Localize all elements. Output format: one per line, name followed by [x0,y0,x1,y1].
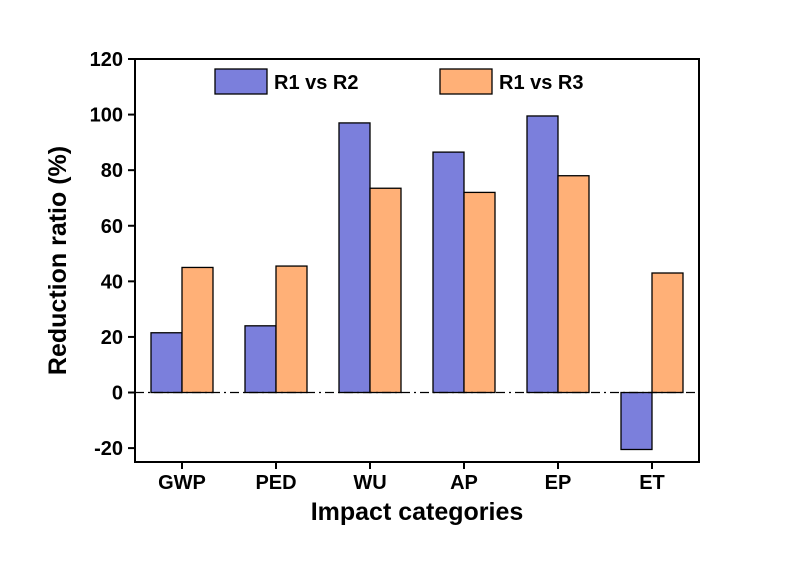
bar-ped-series-2 [275,265,308,394]
y-axis-title: Reduction ratio (%) [44,146,72,375]
y-tick-label: 40 [101,271,123,293]
y-tick-label: 80 [101,160,123,182]
legend-label: R1 vs R2 [274,72,359,94]
bar-ped-series-1 [244,325,277,394]
plot-frame [134,58,700,463]
bar-ep-series-1 [526,115,559,394]
x-tick-label: GWP [158,472,206,494]
bar-et-series-1 [620,391,653,451]
y-tick-label: -20 [94,438,123,460]
y-tick-label: 60 [101,216,123,238]
y-tick-label: 0 [112,383,123,405]
y-tick-label: 20 [101,327,123,349]
legend-swatch [439,68,493,95]
x-tick-label: WU [353,472,386,494]
x-tick-label: AP [450,472,478,494]
bar-ap-series-1 [432,151,465,394]
bar-wu-series-1 [338,122,371,394]
legend: R1 vs R2 R1 vs R3 [214,68,584,95]
bars-layer [150,115,684,451]
bar-wu-series-2 [369,187,402,394]
legend-swatch [214,68,268,95]
x-axis-title: Impact categories [311,498,524,526]
y-tick-label: 120 [90,49,123,71]
x-tick-label: ET [639,472,665,494]
y-tick-label: 100 [90,105,123,127]
x-tick-label: PED [255,472,296,494]
legend-label: R1 vs R3 [499,72,584,94]
bar-gwp-series-1 [150,332,183,394]
x-tick-label: EP [545,472,572,494]
bar-ep-series-2 [557,175,590,394]
bar-ap-series-2 [463,191,496,394]
bar-et-series-2 [651,272,684,394]
x-axis: GWP PED WU AP EP ET [158,462,665,494]
bar-gwp-series-2 [181,266,214,394]
y-axis: 120 100 80 60 40 20 0 -20 [90,49,135,460]
